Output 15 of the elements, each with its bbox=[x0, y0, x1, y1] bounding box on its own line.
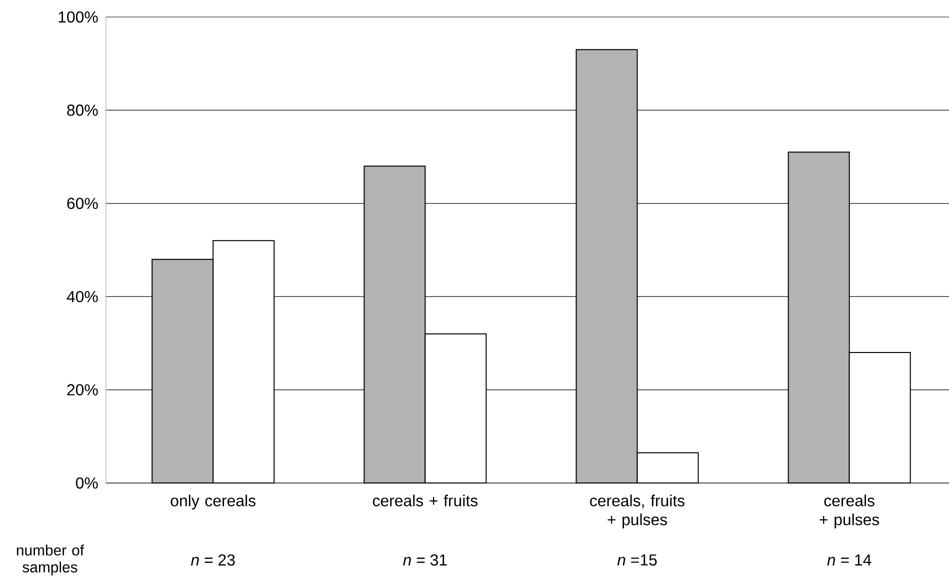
text: n =15 bbox=[617, 554, 657, 566]
y-tick-label: 20% bbox=[67, 384, 98, 396]
text: n = 14 bbox=[827, 554, 872, 566]
y-tick-label: 40% bbox=[66, 290, 98, 302]
y-tick-label: 100% bbox=[58, 11, 98, 23]
text: n = 23 bbox=[190, 554, 235, 566]
text: number of samples bbox=[16, 544, 84, 576]
text: n = 31 bbox=[403, 554, 447, 566]
y-tick-label: 60% bbox=[67, 198, 98, 210]
x-tick-label: only cereals bbox=[170, 494, 256, 510]
x-tick-label: cereals + fruits bbox=[372, 494, 478, 506]
y-tick-label: 80% bbox=[67, 104, 98, 116]
x-tick-label: cereals + pulses bbox=[820, 494, 880, 528]
y-tick-label: 0% bbox=[76, 477, 98, 489]
x-tick-label: cereals, fruits + pulses bbox=[590, 494, 684, 528]
